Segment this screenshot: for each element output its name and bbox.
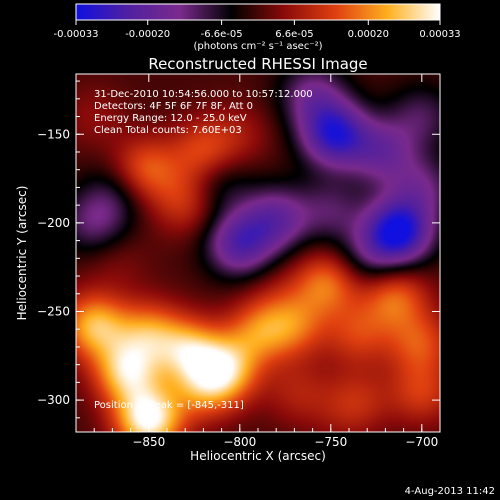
chart-title: Reconstructed RHESSI Image xyxy=(148,55,367,73)
x-tick-label: −700 xyxy=(405,435,438,449)
colorbar: -0.00033 -0.00020 -6.6e-05 6.6e-05 0.00020 0.… xyxy=(54,3,461,52)
colorbar-tick-labels: -0.00033 -0.00020 -6.6e-05 6.6e-05 0.00020 0.… xyxy=(54,29,461,40)
info-time-range: 31-Dec-2010 10:54:56.000 to 10:57:12.000 xyxy=(94,89,313,100)
colorbar-tick-label: 0.00033 xyxy=(419,29,460,40)
colorbar-unit-label: (photons cm⁻² s⁻¹ asec⁻²) xyxy=(193,41,322,52)
y-axis-label: Heliocentric Y (arcsec) xyxy=(15,186,29,321)
heatmap-raster xyxy=(76,74,440,432)
y-tick-label: −200 xyxy=(37,216,70,230)
info-overlay: 31-Dec-2010 10:54:56.000 to 10:57:12.000… xyxy=(94,89,313,411)
colorbar-tick-label: -6.6e-05 xyxy=(201,29,243,40)
info-energy-range: Energy Range: 12.0 - 25.0 keV xyxy=(94,113,247,124)
x-tick-label: −800 xyxy=(223,435,256,449)
colorbar-tick-label: -0.00020 xyxy=(125,29,170,40)
info-peak-position: Position of Peak = [-845,-311] xyxy=(94,400,244,411)
colorbar-tick-label: 6.6e-05 xyxy=(275,29,313,40)
info-clean-counts: Clean Total counts: 7.60E+03 xyxy=(94,125,242,136)
colorbar-tick-label: 0.00020 xyxy=(348,29,389,40)
colorbar-strip xyxy=(75,3,441,21)
y-tick-label: −150 xyxy=(37,127,70,141)
footer-date: 4-Aug-2013 11:42 xyxy=(405,486,495,497)
x-axis: −850 −800 −750 −700 xyxy=(93,74,438,449)
y-tick-label: −250 xyxy=(37,304,70,318)
info-detectors: Detectors: 4F 5F 6F 7F 8F, Att 0 xyxy=(94,101,253,112)
x-axis-label: Heliocentric X (arcsec) xyxy=(190,449,326,463)
x-tick-label: −750 xyxy=(314,435,347,449)
heatmap-image xyxy=(76,74,440,432)
x-tick-label: −850 xyxy=(132,435,165,449)
y-axis: −150 −200 −250 −300 xyxy=(37,80,440,419)
colorbar-tick-label: -0.00033 xyxy=(54,29,99,40)
colorbar-ticks xyxy=(75,20,441,25)
y-tick-label: −300 xyxy=(37,393,70,407)
